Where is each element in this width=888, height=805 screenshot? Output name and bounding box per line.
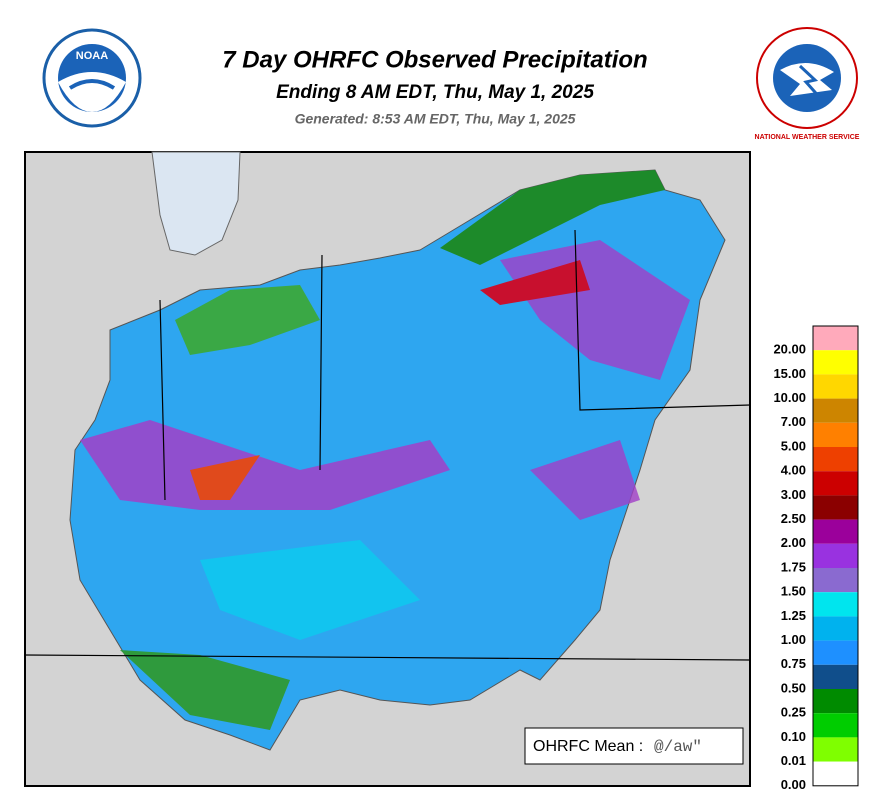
map	[24, 151, 751, 787]
subtitle: Ending 8 AM EDT, Thu, May 1, 2025	[276, 82, 594, 103]
legend-label: 0.75	[781, 656, 806, 671]
legend-label: 20.00	[773, 342, 806, 357]
legend-swatch	[813, 422, 858, 447]
legend-label: 1.25	[781, 608, 806, 623]
legend-swatch	[813, 640, 858, 665]
legend-swatch	[813, 398, 858, 423]
legend-swatch	[813, 374, 858, 399]
generated: Generated: 8:53 AM EDT, Thu, May 1, 2025	[295, 111, 576, 127]
legend-swatch	[813, 326, 858, 351]
legend-label: 0.10	[781, 729, 806, 744]
mean-value: @/aw"	[654, 738, 702, 756]
legend-label: 3.00	[781, 487, 806, 502]
legend-label: 0.25	[781, 705, 806, 720]
legend-label: 4.00	[781, 463, 806, 478]
legend-label: 5.00	[781, 438, 806, 453]
nws-logo: NATIONAL WEATHER SERVICE	[755, 27, 860, 141]
legend-label: 2.00	[781, 535, 806, 550]
nws-text: NATIONAL WEATHER SERVICE	[755, 134, 860, 141]
legend-label: 2.50	[781, 511, 806, 526]
legend-swatch	[813, 737, 858, 762]
legend-swatch	[813, 592, 858, 617]
legend-label: 0.00	[781, 777, 806, 792]
legend-swatch	[813, 447, 858, 472]
legend-frame	[812, 325, 859, 787]
legend: 20.00 15.00 10.00 7.00 5.00 4.00 3.00 2.50 2.00 1…	[773, 325, 859, 792]
legend-label: 1.75	[781, 559, 806, 574]
legend-swatch	[813, 713, 858, 738]
legend-label: 15.00	[773, 366, 806, 381]
legend-label: 10.00	[773, 390, 806, 405]
legend-label: 0.50	[781, 680, 806, 695]
legend-label: 1.50	[781, 584, 806, 599]
legend-swatch	[813, 471, 858, 496]
noaa-logo: NOAA	[42, 28, 142, 128]
legend-label: 1.00	[781, 632, 806, 647]
legend-label: 7.00	[781, 414, 806, 429]
mean-box	[524, 727, 744, 765]
legend-swatch	[813, 568, 858, 593]
noaa-text: NOAA	[76, 50, 108, 62]
legend-swatch	[813, 761, 858, 786]
legend-swatch	[813, 664, 858, 689]
legend-swatch	[813, 616, 858, 641]
legend-label: 0.01	[781, 753, 806, 768]
mean-label: OHRFC Mean :	[533, 738, 643, 755]
title: 7 Day OHRFC Observed Precipitation	[222, 46, 647, 73]
legend-swatch	[813, 519, 858, 544]
legend-swatch	[813, 543, 858, 568]
legend-swatch	[813, 689, 858, 714]
legend-swatch	[813, 495, 858, 520]
legend-swatch	[813, 350, 858, 375]
